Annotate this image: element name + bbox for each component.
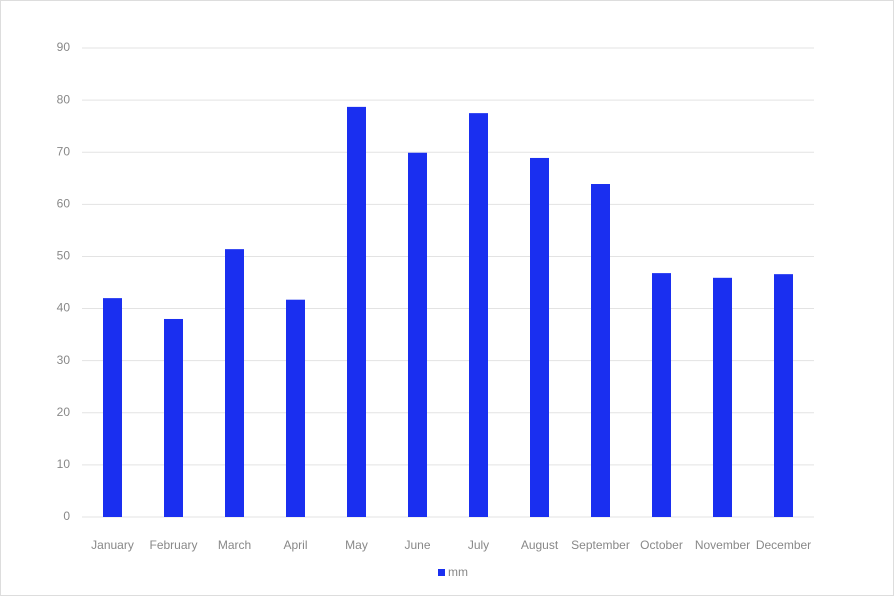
- x-tick-label: November: [695, 538, 750, 552]
- x-tick-label: October: [640, 538, 683, 552]
- legend-label: mm: [448, 565, 468, 579]
- y-tick-label: 0: [63, 509, 70, 523]
- y-tick-label: 90: [57, 40, 71, 54]
- x-tick-label: January: [91, 538, 134, 552]
- x-tick-label: February: [149, 538, 197, 552]
- legend-swatch: [438, 569, 445, 576]
- x-tick-label: June: [404, 538, 430, 552]
- x-tick-label: July: [468, 538, 489, 552]
- y-tick-label: 10: [57, 457, 71, 471]
- bar: [347, 106, 366, 517]
- x-tick-label: December: [756, 538, 811, 552]
- y-tick-label: 40: [57, 301, 71, 315]
- bar: [469, 113, 488, 517]
- bar: [164, 318, 183, 517]
- y-tick-label: 30: [57, 353, 71, 367]
- bar: [591, 184, 610, 517]
- bar: [774, 274, 793, 517]
- y-tick-label: 20: [57, 405, 71, 419]
- x-tick-label: April: [283, 538, 307, 552]
- bar: [225, 249, 244, 517]
- bar: [713, 277, 732, 517]
- bar: [530, 157, 549, 517]
- x-tick-label: May: [345, 538, 368, 552]
- bar: [286, 299, 305, 517]
- bar: [408, 152, 427, 517]
- x-tick-label: March: [218, 538, 251, 552]
- y-tick-label: 80: [57, 92, 71, 106]
- y-tick-label: 70: [57, 144, 71, 158]
- bar: [652, 273, 671, 517]
- bar: [103, 298, 122, 517]
- y-tick-label: 60: [57, 197, 71, 211]
- y-tick-label: 50: [57, 249, 71, 263]
- x-tick-label: September: [571, 538, 630, 552]
- x-tick-label: August: [521, 538, 559, 552]
